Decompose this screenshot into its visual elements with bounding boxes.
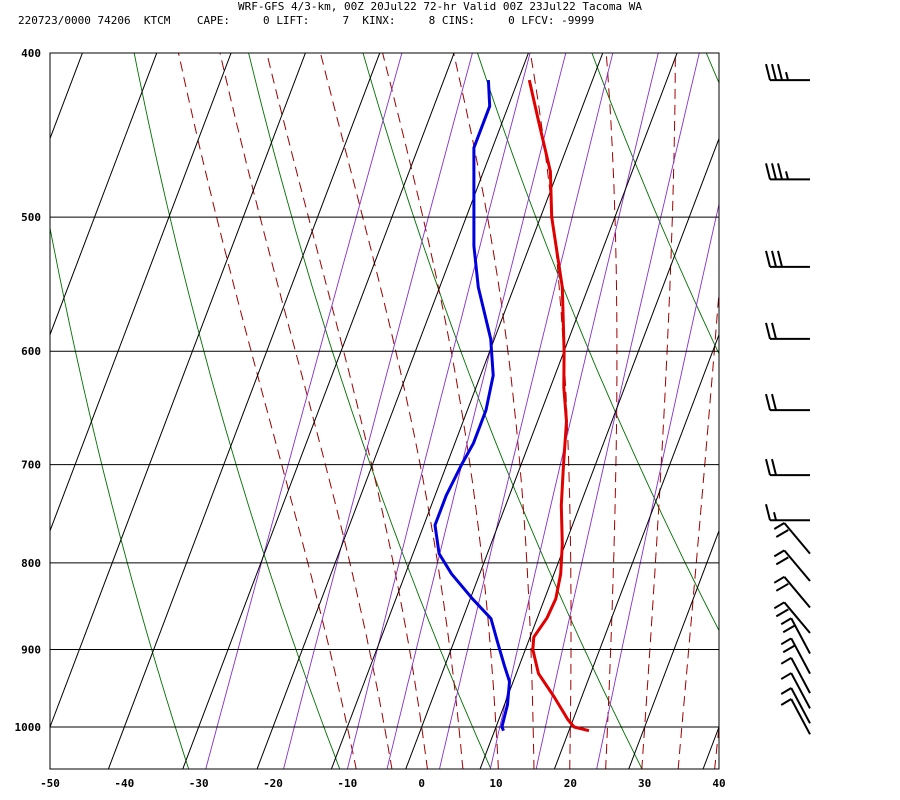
isotherm-line	[628, 529, 719, 769]
dry-adiabat-line	[50, 225, 190, 769]
moist-adiabat-line	[453, 53, 535, 769]
pressure-tick-label: 400	[21, 47, 41, 60]
x-axis-ticks: -50 -40 -30 -20 -10 0 10 20 30 40	[40, 777, 726, 790]
chart-title: WRF-GFS 4/3-km, 00Z 20Jul22 72-hr Valid …	[238, 0, 642, 13]
isotherm-line	[330, 53, 604, 769]
wind-barb	[780, 637, 811, 675]
mixing-ratio-line	[283, 53, 473, 769]
x-tick-label: -30	[189, 777, 209, 790]
pressure-tick-label: 900	[21, 643, 41, 656]
x-tick-label: -40	[114, 777, 134, 790]
isotherm-line	[50, 53, 232, 533]
moist-adiabat-line	[266, 53, 428, 769]
dry-adiabat-line	[477, 53, 719, 632]
x-tick-label: 10	[489, 777, 502, 790]
wind-barb	[773, 549, 811, 582]
background-adiabats	[50, 15, 900, 770]
plot-frame	[49, 52, 720, 770]
moist-adiabat-line	[605, 53, 618, 769]
x-tick-label: -20	[263, 777, 283, 790]
x-tick-label: 0	[418, 777, 425, 790]
cins-index: CINS: 0	[441, 14, 515, 27]
moist-adiabat-line	[177, 53, 357, 769]
profile-series	[433, 79, 590, 733]
wind-barb	[765, 322, 810, 340]
wind-barb	[773, 575, 811, 609]
moist-adiabat-line	[677, 285, 719, 769]
mixing-ratio-line	[489, 53, 659, 769]
run-info: 220723/0000 74206 KTCM	[18, 14, 171, 27]
wind-barb	[765, 393, 810, 412]
isotherm-line	[479, 137, 719, 769]
lfcv-index: LFCV: -9999	[521, 14, 595, 27]
moist-adiabat-line	[714, 722, 719, 769]
wind-barb	[780, 617, 811, 655]
dry-adiabat-line	[248, 53, 492, 769]
moist-adiabat-line	[219, 53, 393, 769]
mixing-ratio-line	[346, 53, 531, 769]
x-tick-label: -50	[40, 777, 60, 790]
pressure-tick-label: 500	[21, 211, 41, 224]
stability-indices: 220723/0000 74206 KTCM CAPE: 0 LIFT: 7 K…	[18, 15, 594, 27]
isotherm-line	[50, 53, 83, 140]
x-tick-label: 40	[712, 777, 725, 790]
isotherm-line	[107, 53, 381, 769]
wind-barb	[780, 656, 811, 694]
mixing-ratio-line	[439, 53, 614, 769]
isotherm-line	[182, 53, 455, 769]
isotherm-line	[50, 53, 158, 337]
wind-barb	[780, 687, 811, 724]
wind-barb	[780, 698, 811, 735]
isotherm-line	[553, 333, 719, 769]
mixing-ratio-line	[596, 202, 719, 769]
dry-adiabat-line	[133, 53, 341, 769]
wind-barb	[765, 504, 810, 522]
moist-adiabat-line	[641, 53, 676, 769]
dewpoint-profile	[433, 80, 511, 732]
mixing-ratio-line	[386, 53, 567, 769]
pressure-tick-label: 600	[21, 345, 41, 358]
wind-barb	[773, 522, 811, 555]
cape-index: CAPE: 0	[196, 14, 270, 27]
dry-adiabat-line	[705, 53, 719, 84]
wind-barb	[765, 163, 810, 181]
grid	[0, 15, 719, 770]
wind-barb	[765, 63, 810, 82]
x-tick-label: -10	[337, 777, 357, 790]
isotherm-line	[405, 53, 678, 769]
wind-barb	[765, 250, 810, 268]
wind-barb	[780, 672, 811, 709]
dry-adiabat-line	[362, 53, 643, 769]
x-tick-label: 20	[564, 777, 577, 790]
wind-barb	[765, 458, 810, 477]
temperature-profile	[527, 79, 590, 733]
x-tick-label: 30	[638, 777, 651, 790]
moist-adiabat-line	[382, 53, 499, 769]
isotherm-line	[0, 15, 22, 770]
isotherm-line	[256, 53, 529, 769]
pressure-tick-label: 800	[21, 557, 41, 570]
mixing-ratio-line	[535, 53, 700, 769]
y-axis-ticks: 400 500 600 700 800 900 1000	[15, 47, 42, 734]
pressure-tick-label: 1000	[15, 721, 42, 734]
isotherm-line	[50, 53, 306, 729]
wind-barb	[773, 601, 811, 634]
dry-adiabat-line	[591, 53, 719, 355]
pressure-tick-label: 700	[21, 459, 41, 472]
lift-index: LIFT: 7	[276, 14, 350, 27]
wind-barbs	[765, 63, 811, 735]
kinx-index: KINX: 8	[362, 14, 436, 27]
dry-adiabat-line	[803, 15, 900, 770]
mixing-ratio-line	[205, 53, 403, 769]
moist-adiabat-line	[319, 53, 464, 769]
